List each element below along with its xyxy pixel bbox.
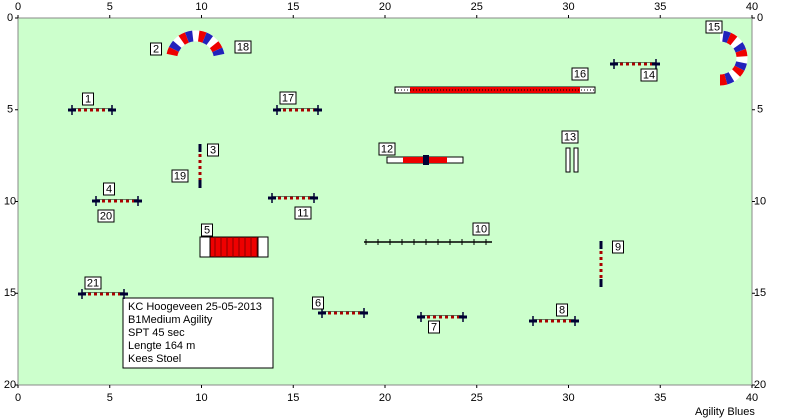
number-box (378, 142, 396, 156)
weave (573, 147, 579, 173)
info-box (122, 297, 274, 369)
obstacle-number: 14 (643, 69, 655, 81)
y-tick-label: 15 (4, 287, 16, 299)
obstacle-number: 7 (431, 321, 437, 333)
obstacle-number: 8 (559, 304, 565, 316)
number-box (234, 40, 252, 54)
x-tick-label: 35 (654, 1, 666, 13)
curved-tunnel (719, 30, 748, 86)
x-tick-label: 40 (746, 1, 758, 13)
weave (565, 147, 571, 173)
x-tick-label: 15 (287, 1, 299, 13)
x-tick-label: 20 (379, 392, 391, 404)
seesaw-pivot (423, 155, 429, 165)
curved-tunnel (719, 30, 748, 86)
obstacle-number: 9 (615, 241, 621, 253)
obstacle-number: 15 (708, 21, 720, 33)
obstacle-number: 16 (574, 68, 586, 80)
number-box (312, 296, 324, 310)
x-tick-label: 10 (195, 392, 207, 404)
y-tick-label: 20 (4, 379, 16, 391)
x-tick-label: 20 (379, 1, 391, 13)
y-tick-label: 20 (754, 379, 766, 391)
y-tick-label: 15 (754, 287, 766, 299)
obstacle-number: 10 (475, 223, 487, 235)
number-box (705, 20, 723, 34)
number-box (640, 68, 658, 82)
x-tick-label: 0 (15, 392, 21, 404)
obstacle-number: 6 (315, 297, 321, 309)
obstacle-number: 1 (85, 93, 91, 105)
obstacle-number: 4 (106, 183, 112, 195)
x-tick-label: 35 (654, 392, 666, 404)
x-tick-label: 0 (15, 1, 21, 13)
number-box (612, 240, 624, 254)
info-line: KC Hoogeveen 25-05-2013 (128, 301, 262, 313)
number-box (561, 130, 579, 144)
info-line: Kees Stoel (128, 353, 181, 365)
x-tick-label: 40 (746, 392, 758, 404)
number-box (171, 169, 189, 183)
number-box (207, 143, 219, 157)
y-tick-label: 10 (754, 195, 766, 207)
info-line: SPT 45 sec (128, 327, 185, 339)
x-tick-label: 10 (195, 1, 207, 13)
obstacle-number: 17 (282, 92, 294, 104)
x-tick-label: 5 (107, 1, 113, 13)
obstacle-number: 11 (297, 207, 308, 219)
number-box (294, 206, 312, 220)
y-tick-label: 0 (757, 12, 763, 24)
x-tick-label: 15 (287, 392, 299, 404)
footer: Agility Blues (695, 406, 755, 418)
obstacle-number: 21 (87, 277, 99, 289)
number-box (103, 182, 115, 196)
x-tick-label: 5 (107, 392, 113, 404)
y-tick-label: 0 (7, 12, 13, 24)
number-box (150, 42, 162, 56)
obstacle-number: 12 (381, 143, 393, 155)
x-tick-label: 30 (562, 392, 574, 404)
curved-tunnel (166, 30, 225, 57)
number-box (84, 276, 102, 290)
number-box (82, 92, 94, 106)
number-box (97, 209, 115, 223)
x-tick-label: 25 (471, 1, 483, 13)
obstacle-number: 19 (174, 170, 186, 182)
tunnel-mouth (257, 236, 269, 258)
obstacle-number: 13 (564, 131, 576, 143)
y-tick-label: 5 (757, 104, 763, 116)
obstacle-number: 20 (100, 210, 112, 222)
x-tick-label: 30 (562, 1, 574, 13)
tunnel-mouth (199, 236, 211, 258)
number-box (279, 91, 297, 105)
y-tick-label: 10 (4, 195, 16, 207)
obstacle-number: 18 (237, 41, 249, 53)
number-box (571, 67, 589, 81)
number-box (201, 223, 213, 237)
number-box (556, 303, 568, 317)
info-line: B1Medium Agility (128, 314, 213, 326)
number-box (428, 320, 440, 334)
info-line: Lengte 164 m (128, 340, 195, 352)
number-box (472, 222, 490, 236)
x-tick-label: 25 (471, 392, 483, 404)
y-tick-label: 5 (7, 104, 13, 116)
obstacle-number: 2 (153, 43, 159, 55)
obstacle-number: 3 (210, 144, 216, 156)
obstacle-number: 5 (204, 224, 210, 236)
curved-tunnel (166, 30, 225, 57)
